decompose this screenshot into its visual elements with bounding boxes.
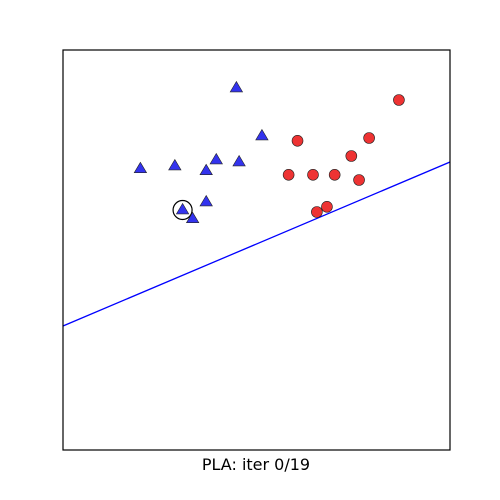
triangle-point <box>168 158 182 171</box>
circle-point <box>393 94 405 106</box>
circle-point <box>345 150 358 162</box>
triangle-point <box>133 161 148 173</box>
decision-boundary-line <box>63 161 450 327</box>
triangle-point <box>229 80 244 93</box>
circle-point <box>321 201 333 213</box>
triangle-point <box>232 154 246 167</box>
triangle-point <box>255 128 269 141</box>
plot-area <box>63 80 450 327</box>
highlighted-point-ring <box>172 199 193 221</box>
axes-frame <box>62 49 451 451</box>
circle-point <box>282 169 295 181</box>
circle-point <box>363 132 375 144</box>
triangle-point <box>175 202 190 215</box>
circle-point <box>291 135 304 147</box>
circle-point <box>311 206 323 218</box>
x-axis-label: PLA: iter 0/19 <box>202 455 310 474</box>
circle-point <box>328 169 341 181</box>
triangle-point <box>199 194 213 207</box>
circle-point <box>353 174 365 186</box>
triangle-point <box>199 163 213 175</box>
triangle-point <box>185 211 200 223</box>
circle-point <box>307 169 319 181</box>
triangle-point <box>209 152 223 165</box>
